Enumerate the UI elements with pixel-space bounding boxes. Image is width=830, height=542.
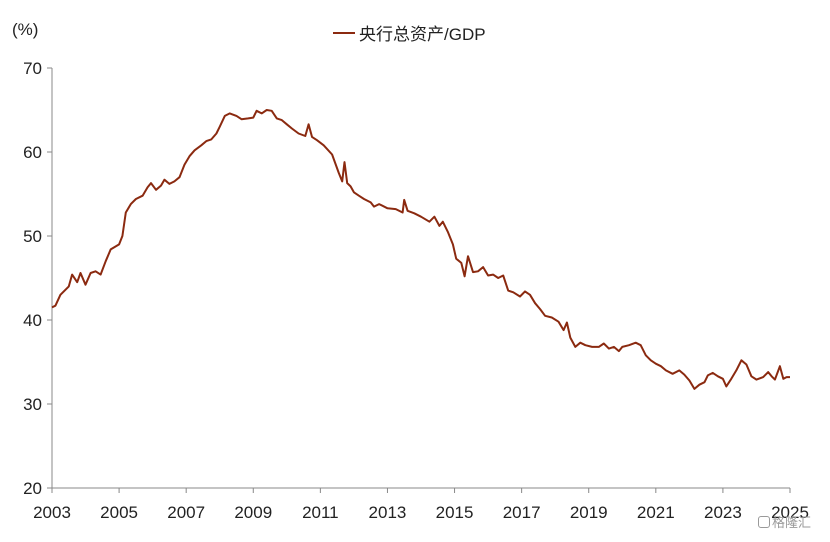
legend-swatch xyxy=(333,31,355,34)
x-tick-label: 2015 xyxy=(436,503,474,522)
watermark: 格隆汇 xyxy=(758,512,811,531)
series-line xyxy=(51,109,790,390)
y-tick-label: 30 xyxy=(23,395,42,414)
watermark-logo-icon xyxy=(758,515,770,528)
x-tick-label: 2023 xyxy=(704,503,742,522)
y-tick-label: 70 xyxy=(23,59,42,78)
y-tick-label: 60 xyxy=(23,143,42,162)
x-tick-label: 2011 xyxy=(302,503,339,522)
y-tick-label: 50 xyxy=(23,227,42,246)
x-tick-label: 2013 xyxy=(369,503,407,522)
x-tick-label: 2009 xyxy=(234,503,272,522)
watermark-text: 格隆汇 xyxy=(772,515,812,530)
y-tick-label: 20 xyxy=(23,479,42,498)
x-tick-label: 2005 xyxy=(100,503,138,522)
legend-label: 央行总资产/GDP xyxy=(359,25,486,44)
x-tick-label: 2019 xyxy=(570,503,608,522)
x-tick-label: 2017 xyxy=(503,503,541,522)
x-tick-label: 2021 xyxy=(637,503,675,522)
x-tick-label: 2003 xyxy=(33,503,71,522)
legend: 央行总资产/GDP xyxy=(333,20,486,45)
x-tick-label: 2025 xyxy=(771,503,809,522)
y-tick-label: 40 xyxy=(23,311,42,330)
x-tick-label: 2007 xyxy=(167,503,205,522)
y-axis-unit-label: (%) xyxy=(12,20,39,39)
